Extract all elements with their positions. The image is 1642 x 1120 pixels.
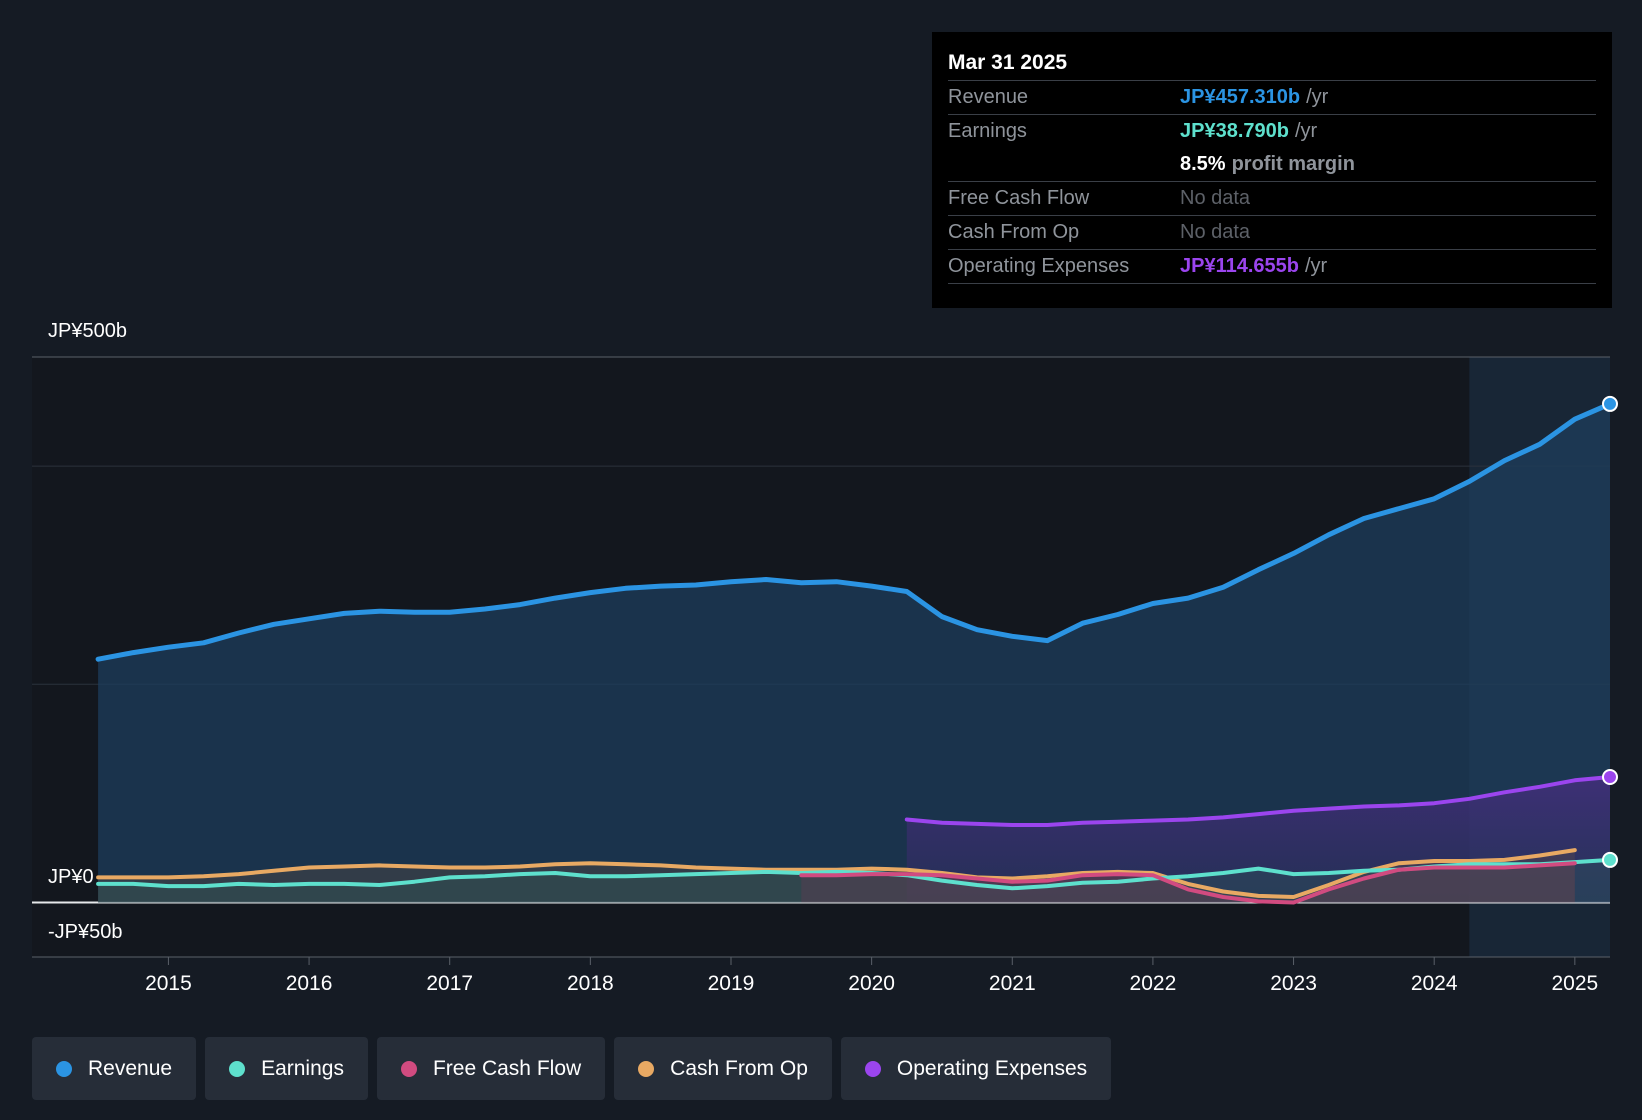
x-tick-label: 2015 (145, 972, 192, 995)
tooltip-divider (948, 283, 1596, 284)
tooltip-unit: /yr (1294, 120, 1318, 142)
tooltip-value: JP¥457.310b (1180, 86, 1301, 108)
tooltip-value: No data (1180, 221, 1251, 243)
tooltip-unit: /yr (1305, 255, 1328, 277)
data-tooltip: Mar 31 2025 Revenue JP¥457.310b /yr Earn… (932, 32, 1612, 308)
x-tick-label: 2019 (708, 972, 755, 995)
tooltip-value: JP¥114.655b (1180, 255, 1299, 277)
tooltip-row-margin: 8.5% profit margin (948, 148, 1596, 181)
x-tick-label: 2023 (1270, 972, 1317, 995)
area-fcf (801, 863, 1575, 903)
legend-label: Earnings (261, 1056, 344, 1080)
legend-item-revenue[interactable]: Revenue (32, 1037, 197, 1100)
tooltip-margin-text: profit margin (1231, 153, 1355, 175)
x-tick-label: 2018 (567, 972, 614, 995)
tooltip-row-earnings: Earnings JP¥38.790b /yr (948, 114, 1596, 148)
x-tick-label: 2016 (286, 972, 333, 995)
y-tick-label-zero: JP¥0 (48, 866, 94, 888)
legend-item-cash-from-op[interactable]: Cash From Op (614, 1037, 832, 1100)
line-opex (904, 775, 1612, 827)
tooltip-row-revenue: Revenue JP¥457.310b /yr (948, 80, 1596, 114)
x-tick-label: 2022 (1130, 972, 1177, 995)
legend-dot-icon (400, 1060, 417, 1077)
legend-dot-icon (864, 1060, 881, 1077)
tooltip-row-opex: Operating Expenses JP¥114.655b /yr (948, 249, 1596, 283)
y-tick-label-top: JP¥500b (48, 320, 127, 342)
y-tick-label-bottom: -JP¥50b (48, 921, 123, 943)
legend: Revenue Earnings Free Cash Flow Cash Fro… (32, 1037, 1120, 1100)
tooltip-label: Revenue (948, 86, 1029, 108)
line-fcf (799, 861, 1577, 905)
x-tick-label: 2025 (1551, 972, 1598, 995)
line-revenue (95, 401, 1613, 662)
tooltip-row-fcf: Free Cash Flow No data (948, 181, 1596, 215)
line-earnings (96, 857, 1612, 891)
legend-label: Revenue (88, 1056, 173, 1080)
x-tick-label: 2017 (426, 972, 473, 995)
legend-item-operating-expenses[interactable]: Operating Expenses (840, 1037, 1112, 1100)
area-revenue (98, 403, 1611, 903)
legend-dot-icon (229, 1060, 246, 1077)
tooltip-label: Cash From Op (948, 221, 1080, 243)
line-cfo (96, 848, 1577, 899)
tooltip-label: Earnings (948, 120, 1027, 142)
legend-item-earnings[interactable]: Earnings (205, 1037, 368, 1100)
x-tick-label: 2020 (848, 972, 895, 995)
end-marker-earnings (1602, 851, 1618, 868)
tooltip-unit: /yr (1306, 86, 1329, 108)
legend-label: Free Cash Flow (432, 1056, 582, 1080)
tooltip-label: Free Cash Flow (948, 187, 1090, 209)
legend-dot-icon (638, 1060, 655, 1077)
legend-label: Cash From Op (670, 1056, 808, 1080)
tooltip-label: Operating Expenses (948, 255, 1130, 277)
tooltip-date: Mar 31 2025 (948, 51, 1068, 74)
x-tick-label: 2024 (1411, 972, 1458, 995)
tooltip-margin-value: 8.5% (1180, 153, 1226, 175)
legend-dot-icon (56, 1060, 72, 1077)
end-marker-opex (1602, 769, 1618, 785)
tooltip-value: No data (1180, 187, 1251, 209)
x-tick-label: 2021 (989, 972, 1036, 995)
legend-label: Operating Expenses (896, 1056, 1088, 1080)
end-marker-revenue (1602, 395, 1618, 412)
tooltip-row-cfo: Cash From Op No data (948, 215, 1596, 249)
legend-item-free-cash-flow[interactable]: Free Cash Flow (376, 1037, 606, 1100)
tooltip-value: JP¥38.790b (1180, 120, 1289, 142)
